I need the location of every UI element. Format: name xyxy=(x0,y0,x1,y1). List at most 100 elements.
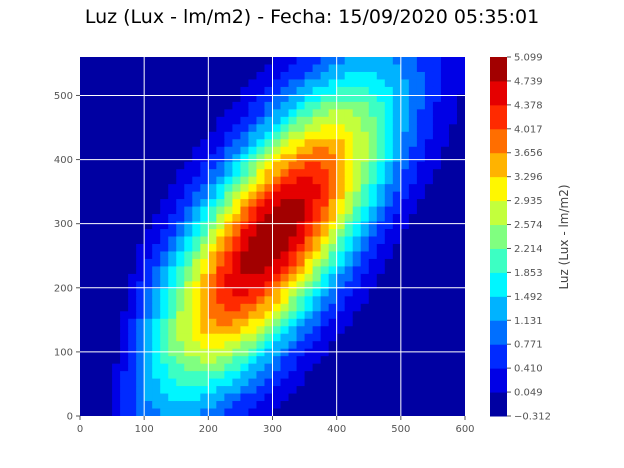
contour-cell xyxy=(184,131,193,140)
contour-cell xyxy=(136,109,145,118)
contour-cell xyxy=(336,273,346,282)
contour-cell xyxy=(184,341,193,350)
contour-cell xyxy=(424,154,434,163)
contour-cell xyxy=(168,243,177,253)
contour-cell xyxy=(320,176,330,185)
contour-cell xyxy=(280,154,290,163)
contour-cell xyxy=(352,101,362,110)
contour-cell xyxy=(432,401,442,410)
contour-cell xyxy=(104,139,113,148)
contour-cell xyxy=(96,363,105,372)
contour-cell xyxy=(360,378,370,387)
contour-cell xyxy=(248,393,258,402)
contour-cell xyxy=(128,176,137,185)
contour-cell xyxy=(144,184,153,193)
contour-cell xyxy=(456,348,465,357)
contour-cell xyxy=(328,266,338,275)
contour-cell xyxy=(304,94,314,103)
contour-cell xyxy=(392,131,402,140)
contour-cell xyxy=(176,281,185,290)
contour-cell xyxy=(192,214,201,223)
contour-cell xyxy=(264,348,274,357)
contour-cell xyxy=(312,221,322,230)
contour-cell xyxy=(160,94,169,103)
contour-cell xyxy=(88,363,97,372)
contour-cell xyxy=(184,154,193,163)
contour-cell xyxy=(256,184,266,193)
contour-cell xyxy=(88,116,97,125)
contour-cell xyxy=(176,318,185,327)
chart-title: Luz (Lux - lm/m2) - Fecha: 15/09/2020 05… xyxy=(84,6,540,28)
contour-cell xyxy=(280,101,290,110)
contour-cell xyxy=(288,229,298,238)
contour-cell xyxy=(256,161,266,170)
contour-cell xyxy=(288,341,298,350)
contour-cell xyxy=(112,109,121,118)
contour-cell xyxy=(248,221,258,230)
contour-cell xyxy=(344,176,354,185)
contour-cell xyxy=(168,408,177,416)
contour-cell xyxy=(128,124,137,133)
contour-cell xyxy=(192,154,201,163)
contour-cell xyxy=(192,356,201,365)
contour-cell xyxy=(184,86,193,95)
contour-cell xyxy=(264,116,274,125)
contour-cell xyxy=(392,191,402,200)
contour-cell xyxy=(368,221,378,230)
contour-cell xyxy=(392,86,402,95)
contour-cell xyxy=(424,79,434,88)
contour-cell xyxy=(432,341,442,350)
contour-cell xyxy=(216,71,225,81)
contour-cell xyxy=(216,378,225,387)
contour-cell xyxy=(160,356,169,365)
contour-cell xyxy=(232,378,242,387)
contour-cell xyxy=(296,303,306,312)
contour-cell xyxy=(376,101,386,110)
contour-cell xyxy=(184,206,193,215)
contour-cell xyxy=(216,124,225,133)
contour-cell xyxy=(176,116,185,125)
contour-cell xyxy=(184,184,193,193)
contour-cell xyxy=(400,318,410,327)
contour-cell xyxy=(248,356,258,365)
contour-cell xyxy=(208,101,217,110)
contour-cell xyxy=(264,206,274,215)
contour-cell xyxy=(120,296,129,305)
contour-cell xyxy=(272,303,282,312)
contour-cell xyxy=(128,236,137,245)
contour-cell xyxy=(336,169,346,178)
contour-cell xyxy=(344,348,354,357)
contour-cell xyxy=(96,393,105,402)
contour-cell xyxy=(408,94,418,103)
contour-cell xyxy=(264,273,274,282)
contour-cell xyxy=(392,176,402,185)
contour-cell xyxy=(176,243,185,253)
contour-cell xyxy=(384,94,394,103)
contour-cell xyxy=(176,86,185,95)
contour-cell xyxy=(264,154,274,163)
contour-cell xyxy=(80,169,89,178)
contour-cell xyxy=(120,124,129,133)
contour-cell xyxy=(304,251,314,260)
colorbar-segment xyxy=(490,272,507,297)
contour-cell xyxy=(184,64,193,73)
contour-cell xyxy=(128,154,137,163)
contour-cell xyxy=(112,199,121,208)
contour-cell xyxy=(136,356,145,365)
contour-cell xyxy=(456,116,465,125)
contour-cell xyxy=(336,94,346,103)
contour-cell xyxy=(232,199,242,208)
contour-cell xyxy=(192,258,201,268)
contour-cell xyxy=(400,221,410,230)
contour-cell xyxy=(264,94,274,103)
contour-cell xyxy=(104,229,113,238)
contour-cell xyxy=(392,378,402,387)
colorbar-tick-label: 2.574 xyxy=(514,220,543,231)
contour-cell xyxy=(368,131,378,140)
contour-cell xyxy=(184,139,193,148)
contour-cell xyxy=(176,266,185,275)
contour-cell xyxy=(456,139,465,148)
contour-cell xyxy=(440,296,450,305)
contour-cell xyxy=(312,363,322,372)
